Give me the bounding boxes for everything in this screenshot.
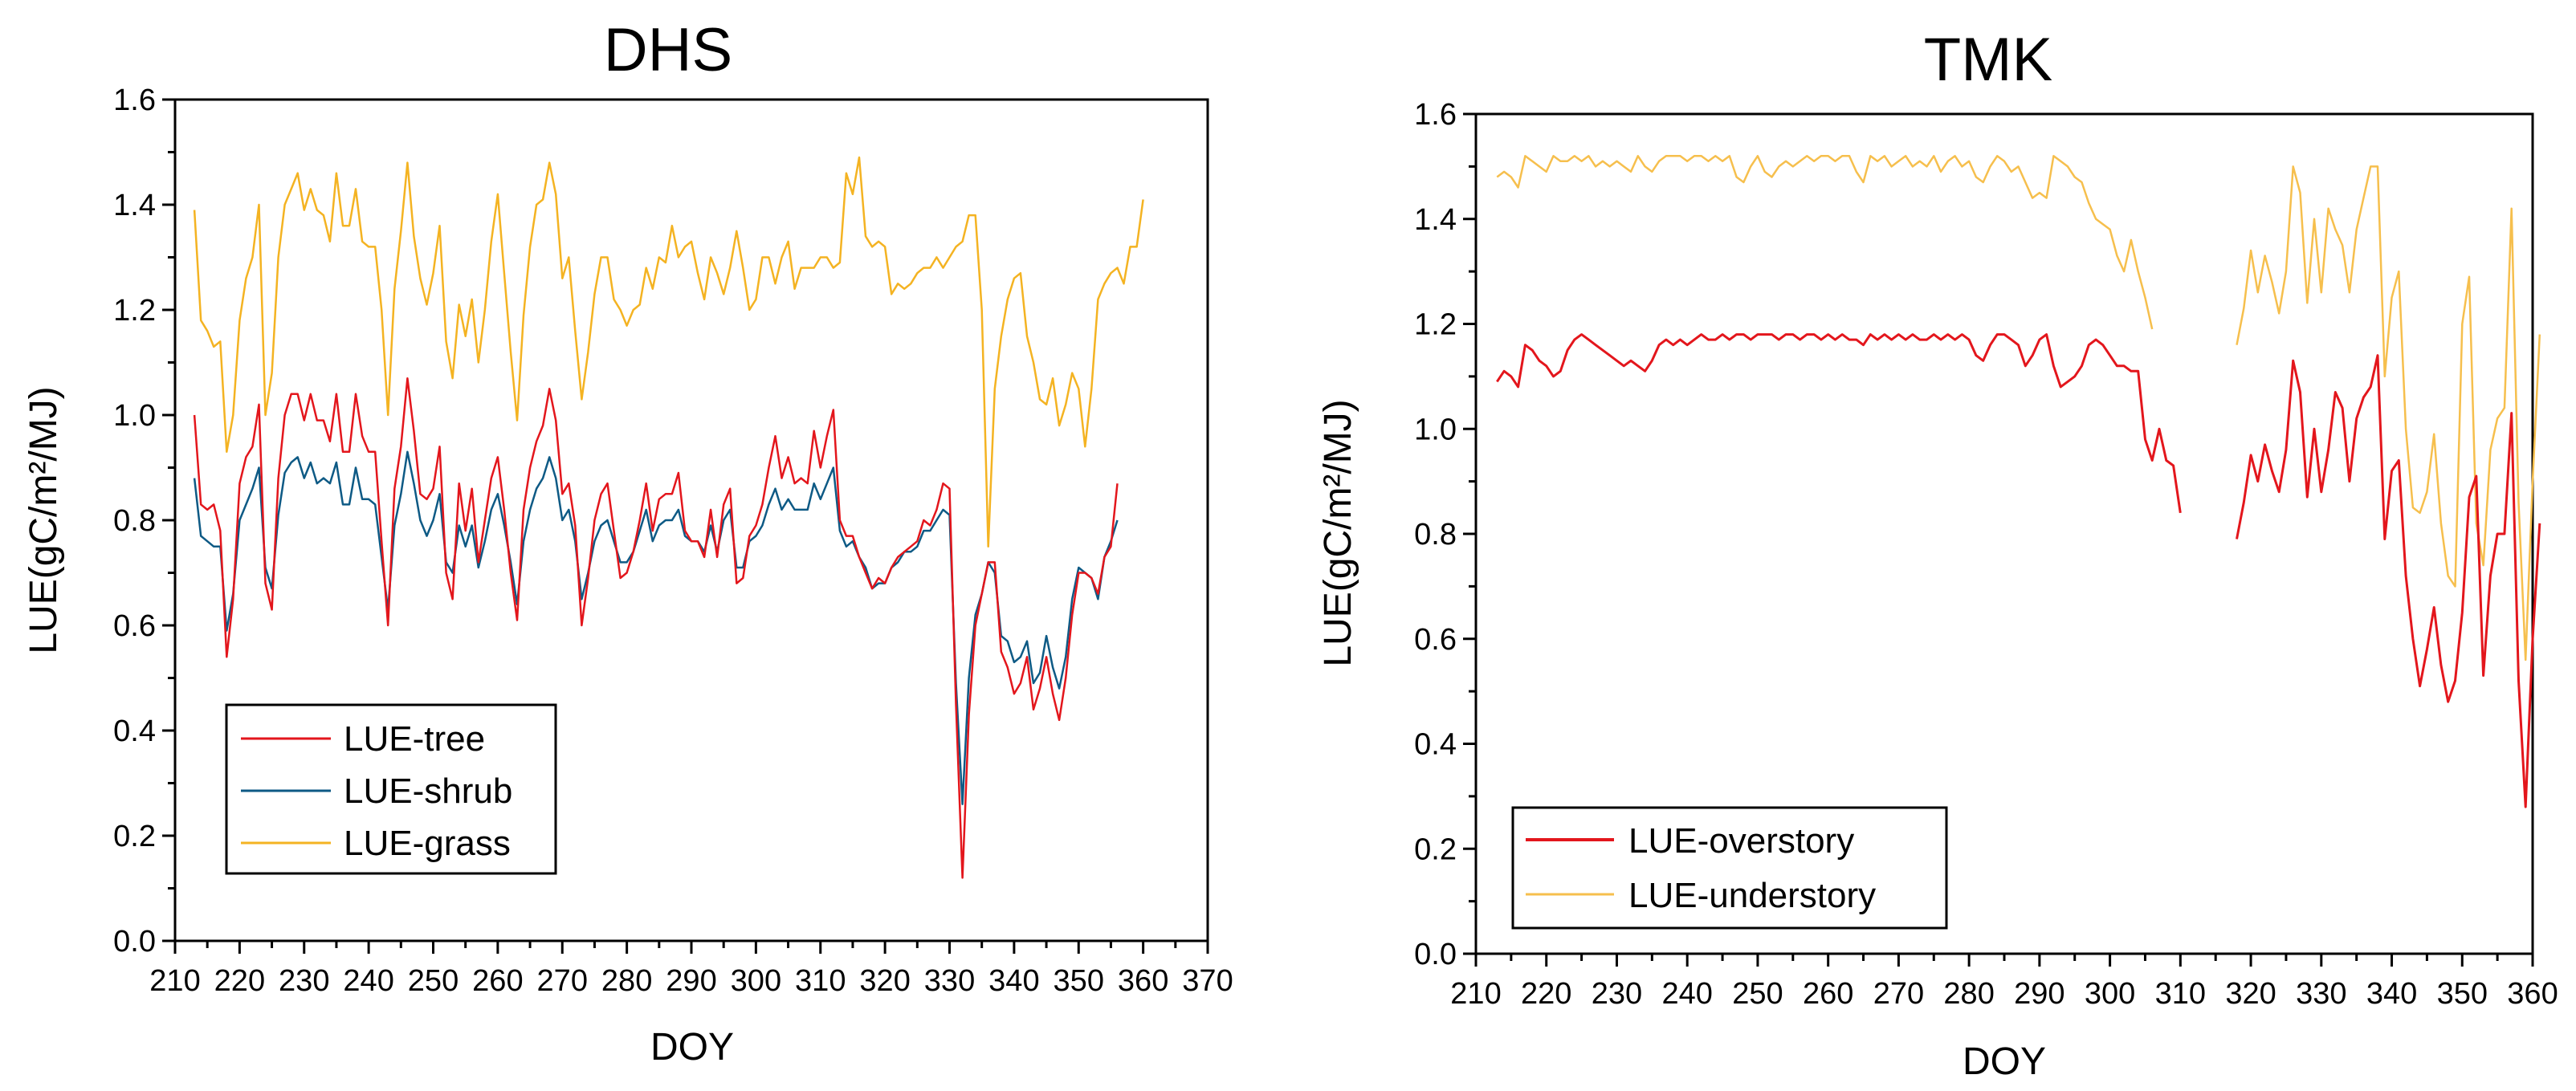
- tmk-legend: LUE-overstory LUE-understory: [1511, 806, 1948, 930]
- dhs-legend-shrub: LUE-shrub: [344, 771, 512, 811]
- series-line-lue-shrub: [193, 450, 1119, 805]
- x-tick-label: 360: [1118, 964, 1168, 998]
- x-tick-label: 330: [2296, 977, 2346, 1011]
- x-tick-label: 220: [1521, 977, 1571, 1011]
- x-tick-label: 280: [601, 964, 652, 998]
- x-tick-label: 220: [214, 964, 265, 998]
- dhs-legend: LUE-tree LUE-shrub LUE-grass: [225, 703, 557, 875]
- tmk-legend-overstory: LUE-overstory: [1628, 821, 1854, 861]
- y-tick-label: 0.4: [1414, 728, 1457, 762]
- y-tick-label: 1.4: [1414, 203, 1457, 237]
- tmk-axis-ticks: 210 220 230 240 250 260 270 280 290 300 310 320 330 3…: [1414, 98, 2558, 1011]
- x-tick-label: 240: [1661, 977, 1712, 1011]
- x-tick-label: 350: [2437, 977, 2488, 1011]
- x-tick-label: 260: [472, 964, 523, 998]
- x-tick-label: 300: [2085, 977, 2135, 1011]
- y-tick-label: 0.0: [113, 925, 156, 959]
- x-tick-label: 360: [2507, 977, 2558, 1011]
- y-tick-label: 0.8: [113, 504, 156, 538]
- x-tick-label: 230: [1592, 977, 1642, 1011]
- series-line-lue-overstory-segment-1: [1496, 333, 2182, 514]
- y-tick-label: 1.0: [113, 399, 156, 433]
- y-tick-label: 0.4: [113, 714, 156, 748]
- series-line-lue-grass: [193, 156, 1144, 548]
- y-tick-label: 1.6: [113, 83, 156, 117]
- tmk-x-axis-title: DOY: [1963, 1040, 2046, 1083]
- y-tick-label: 0.0: [1414, 938, 1457, 971]
- x-tick-label: 270: [537, 964, 588, 998]
- y-tick-label: 0.6: [113, 609, 156, 643]
- dhs-series-lines: [193, 156, 1144, 879]
- x-tick-label: 210: [1450, 977, 1501, 1011]
- series-line-lue-understory-segment-1: [1496, 155, 2154, 330]
- x-tick-label: 250: [408, 964, 459, 998]
- tmk-chart-title: TMK: [1924, 26, 2052, 94]
- dhs-legend-tree: LUE-tree: [344, 719, 485, 759]
- tmk-legend-understory: LUE-understory: [1628, 876, 1876, 915]
- x-tick-label: 280: [1943, 977, 1994, 1011]
- dhs-y-axis-title: LUE(gC/m²/MJ): [22, 386, 65, 653]
- dhs-axis-ticks: 210 220 230 240 250 260 270 280 290 300 310 320 330 3…: [113, 83, 1233, 998]
- series-line-lue-overstory-segment-2: [2236, 354, 2541, 808]
- x-tick-label: 370: [1182, 964, 1233, 998]
- x-tick-label: 240: [343, 964, 393, 998]
- y-tick-label: 1.6: [1414, 98, 1457, 132]
- y-tick-label: 0.8: [1414, 518, 1457, 552]
- series-line-lue-tree: [193, 377, 1119, 879]
- y-tick-label: 1.0: [1414, 413, 1457, 446]
- y-tick-label: 1.2: [1414, 308, 1457, 342]
- tmk-series-lines: [1496, 155, 2541, 808]
- x-tick-label: 310: [795, 964, 846, 998]
- x-tick-label: 350: [1054, 964, 1104, 998]
- x-tick-label: 270: [1873, 977, 1924, 1011]
- dhs-legend-grass: LUE-grass: [344, 824, 511, 863]
- x-tick-label: 230: [279, 964, 329, 998]
- series-line-lue-understory-segment-2: [2236, 165, 2541, 662]
- tmk-legend-box: [1511, 806, 1948, 930]
- y-tick-label: 1.2: [113, 294, 156, 328]
- dhs-x-axis-title: DOY: [650, 1026, 734, 1069]
- y-tick-label: 0.2: [1414, 832, 1457, 866]
- x-tick-label: 300: [731, 964, 781, 998]
- x-tick-label: 340: [988, 964, 1039, 998]
- y-tick-label: 0.2: [113, 820, 156, 853]
- x-tick-label: 330: [924, 964, 975, 998]
- dhs-chart: DHS 210 220 230 240 250 260 270 280 290 300 310 320…: [22, 16, 1233, 1069]
- y-tick-label: 0.6: [1414, 623, 1457, 657]
- x-tick-label: 290: [2014, 977, 2064, 1011]
- tmk-y-axis-title: LUE(gC/m²/MJ): [1317, 399, 1359, 666]
- x-tick-label: 260: [1803, 977, 1853, 1011]
- dhs-chart-title: DHS: [604, 16, 732, 84]
- x-tick-label: 320: [2225, 977, 2276, 1011]
- x-tick-label: 290: [666, 964, 716, 998]
- x-tick-label: 320: [859, 964, 910, 998]
- x-tick-label: 310: [2155, 977, 2206, 1011]
- x-tick-label: 250: [1732, 977, 1783, 1011]
- x-tick-label: 340: [2366, 977, 2417, 1011]
- tmk-chart: TMK 210 220 230 240 250 260 270 280 290 300 310 320…: [1317, 26, 2558, 1083]
- dhs-legend-box: [225, 703, 557, 875]
- y-tick-label: 1.4: [113, 189, 156, 222]
- x-tick-label: 210: [149, 964, 200, 998]
